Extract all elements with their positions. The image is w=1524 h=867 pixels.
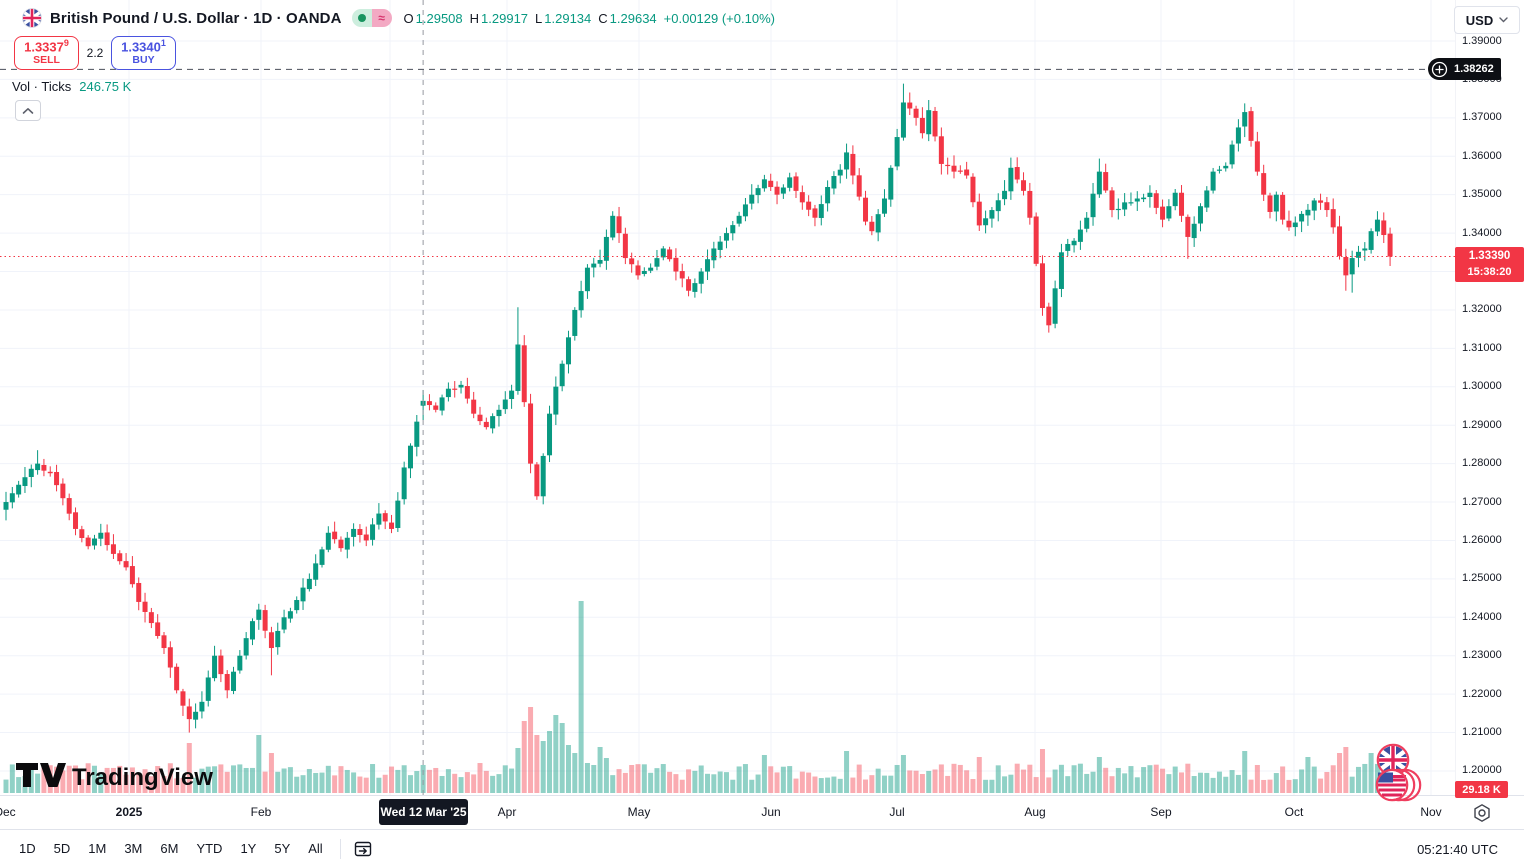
range-button-all[interactable]: All (308, 841, 323, 856)
candlestick-chart[interactable] (0, 0, 1455, 795)
price-tick-label: 1.27000 (1462, 495, 1502, 508)
calendar-arrow-icon (354, 841, 371, 856)
usd-flag-icon (1375, 768, 1422, 802)
close-value: 1.29634 (609, 10, 657, 26)
time-axis-label-nov: Nov (1420, 805, 1442, 819)
delayed-data-icon: ≈ (371, 9, 392, 27)
toolbar-divider (339, 838, 341, 859)
range-button-5d[interactable]: 5D (53, 841, 71, 856)
last-price-value: 1.33390 (1468, 250, 1511, 263)
current-volume-label: 29.18 K (1455, 781, 1508, 798)
currency-label: USD (1465, 12, 1494, 28)
price-tick-label: 1.28000 (1462, 457, 1502, 470)
time-axis-label-jul: Jul (889, 805, 905, 819)
high-value: 1.29917 (481, 10, 529, 26)
price-tick-label: 1.34000 (1462, 226, 1502, 239)
market-open-dot-icon (357, 14, 366, 22)
time-axis-label-may: May (627, 805, 651, 819)
price-tick-label: 1.36000 (1462, 149, 1502, 162)
price-tick-label: 1.32000 (1462, 303, 1502, 316)
symbol-title[interactable]: British Pound / U.S. Dollar · 1D · OANDA (50, 9, 342, 27)
ohlc-values: O 1.29508 H 1.29917 L 1.29134 C 1.29634 … (404, 11, 775, 26)
range-button-5y[interactable]: 5Y (274, 841, 291, 856)
crosshair-date-tooltip: Wed 12 Mar '25 (379, 799, 468, 825)
range-button-1y[interactable]: 1Y (240, 841, 257, 856)
tradingview-logo-text: TradingView (72, 764, 213, 791)
price-tick-label: 1.23000 (1462, 649, 1502, 662)
low-value: 1.29134 (544, 10, 592, 26)
time-axis-label-sep: Sep (1150, 805, 1172, 819)
time-axis-label-apr: Apr (497, 805, 517, 819)
price-tick-label: 1.37000 (1462, 111, 1502, 124)
price-tick-label: 1.26000 (1462, 533, 1502, 546)
price-tick-label: 1.25000 (1462, 572, 1502, 585)
add-alert-plus-icon[interactable] (1431, 61, 1448, 78)
open-value: 1.29508 (415, 10, 463, 26)
time-axis[interactable]: Wed 12 Mar '25 Dec2025FebMarAprMayJunJul… (0, 795, 1524, 829)
chart-canvas[interactable]: British Pound / U.S. Dollar · 1D · OANDA… (0, 0, 1455, 795)
pair-flags-badge (1372, 740, 1424, 807)
high-label: H (469, 10, 480, 26)
price-tick-label: 1.20000 (1462, 764, 1502, 777)
price-tick-label: 1.31000 (1462, 341, 1502, 354)
date-range-buttons: 1D 5D 1M 3M 6M YTD 1Y 5Y All (10, 837, 332, 860)
trade-panel: 1.33379 SELL 2.2 1.33401 BUY (14, 36, 176, 70)
change-value: +0.00129 (+0.10%) (663, 10, 775, 26)
sell-button[interactable]: 1.33379 SELL (14, 36, 79, 70)
currency-dropdown[interactable]: USD (1454, 6, 1520, 34)
open-label: O (403, 10, 414, 26)
tradingview-logo[interactable]: TradingView (14, 757, 214, 793)
price-tick-label: 1.24000 (1462, 610, 1502, 623)
time-axis-label-aug: Aug (1024, 805, 1046, 819)
market-status-pill[interactable]: ≈ (351, 9, 392, 27)
low-label: L (535, 10, 543, 26)
volume-legend: Vol · Ticks 246.75 K (12, 79, 131, 94)
settings-hexagon-icon (1474, 804, 1490, 822)
price-tick-label: 1.30000 (1462, 380, 1502, 393)
timezone-clock[interactable]: 05:21:40 UTC (1417, 841, 1498, 857)
price-tick-label: 1.29000 (1462, 418, 1502, 431)
symbol-header: British Pound / U.S. Dollar · 1D · OANDA… (22, 8, 775, 28)
gbp-usd-pair-flag-icon (22, 8, 42, 28)
price-tick-label: 1.21000 (1462, 726, 1502, 739)
time-axis-settings-button[interactable] (1470, 801, 1494, 825)
time-axis-label-2025: 2025 (115, 805, 143, 819)
buy-button[interactable]: 1.33401 BUY (111, 36, 176, 70)
range-button-ytd[interactable]: YTD (196, 841, 223, 856)
spread-value: 2.2 (86, 46, 104, 60)
range-button-3m[interactable]: 3M (124, 841, 143, 856)
chevron-down-icon (1499, 17, 1508, 23)
chevron-up-icon (22, 107, 34, 114)
alert-price-label[interactable]: 1.38262 (1428, 58, 1501, 80)
price-tick-label: 1.35000 (1462, 188, 1502, 201)
price-tick-label: 1.39000 (1462, 34, 1502, 47)
alert-price-value: 1.38262 (1454, 63, 1494, 75)
close-label: C (598, 10, 608, 26)
last-price-label: 1.33390 15:38:20 (1455, 247, 1524, 282)
range-button-1d[interactable]: 1D (19, 841, 36, 856)
go-to-date-button[interactable] (349, 835, 377, 863)
time-axis-label-feb: Feb (250, 805, 272, 819)
price-scale[interactable]: 1.390001.380001.370001.360001.350001.340… (1455, 0, 1524, 795)
bar-countdown: 15:38:20 (1467, 265, 1512, 278)
bottom-toolbar: 1D 5D 1M 3M 6M YTD 1Y 5Y All 05:21:40 UTC (0, 829, 1524, 867)
time-axis-label-jun: Jun (761, 805, 781, 819)
price-tick-label: 1.22000 (1462, 687, 1502, 700)
volume-legend-value: 246.75 K (79, 79, 132, 94)
legend-collapse-button[interactable] (15, 100, 41, 121)
volume-legend-label: Vol · Ticks (12, 79, 72, 94)
time-axis-label-oct: Oct (1284, 805, 1304, 819)
range-button-1m[interactable]: 1M (88, 841, 107, 856)
time-axis-label-dec: Dec (0, 805, 16, 819)
range-button-6m[interactable]: 6M (160, 841, 179, 856)
